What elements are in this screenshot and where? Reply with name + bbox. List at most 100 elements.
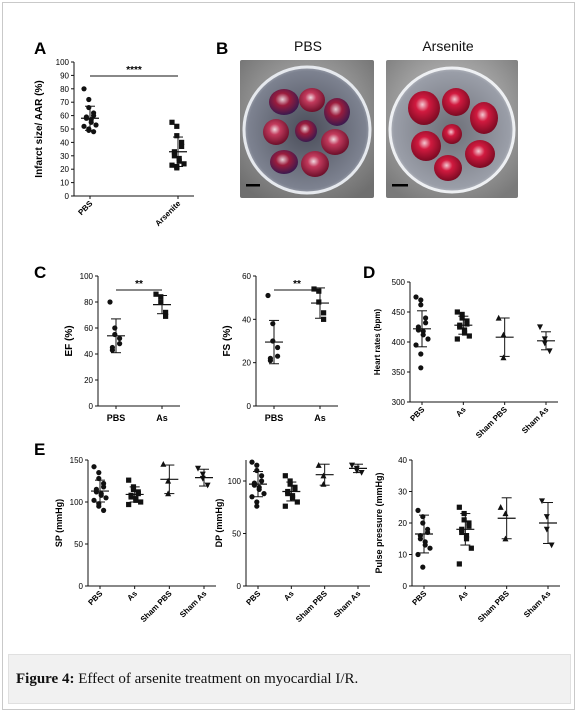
e-pp-data-point <box>459 529 465 536</box>
d-data-point <box>537 324 543 331</box>
d-y-tick-label: 300 <box>392 398 406 407</box>
e-sp-category-label: As <box>125 589 139 603</box>
e-sp-category-label: Sham As <box>178 589 209 620</box>
a-data-point <box>179 143 185 150</box>
e-sp-y-tick-label: 150 <box>70 456 84 465</box>
caption-label: Figure 4: <box>16 671 75 687</box>
e-pp-data-point <box>422 542 428 548</box>
c-ef-data-point <box>117 341 123 347</box>
c-fs-data-point <box>267 357 273 364</box>
e-dp-data-point <box>254 503 260 509</box>
e-pp-data-point <box>502 510 509 517</box>
a-data-point <box>181 161 187 167</box>
c-fs-data-point <box>311 286 317 292</box>
d-data-point <box>418 351 424 357</box>
c-ef-y-tick-label: 20 <box>84 376 93 385</box>
e-dp-category-label: PBS <box>244 589 262 607</box>
c-ef-data-point <box>109 347 115 353</box>
e-sp-category-label: Sham PBS <box>139 589 174 624</box>
c-ef-category-label: PBS <box>107 413 126 423</box>
c-ef-category-label: As <box>156 413 168 423</box>
e-dp-y-tick-label: 50 <box>232 530 241 539</box>
a-category-label: PBS <box>76 199 94 217</box>
d-data-point <box>500 331 507 338</box>
a-y-tick-label: 10 <box>60 179 69 188</box>
a-data-point <box>169 162 175 168</box>
e-sp-data-point <box>165 477 172 484</box>
c-ef-significance-label: ** <box>135 279 143 290</box>
e-dp-data-point <box>320 480 327 487</box>
c-ef-data-point <box>163 313 169 319</box>
e-sp-data-point <box>195 465 201 472</box>
e-dp-category-label: As <box>282 589 296 603</box>
e-sp-data-point <box>96 503 102 509</box>
e-pp-data-point <box>543 526 550 533</box>
c-ef-y-tick-label: 80 <box>84 298 93 307</box>
d-data-point <box>454 336 460 342</box>
e-sp-data-point <box>204 482 211 489</box>
e-pp-y-tick-label: 30 <box>398 488 407 497</box>
a-data-point <box>81 123 87 129</box>
d-y-tick-label: 500 <box>392 278 406 287</box>
d-data-point <box>461 327 468 333</box>
e-dp-category-label: Sham PBS <box>294 589 329 624</box>
e-pp-y-tick-label: 20 <box>398 519 407 528</box>
a-significance-label: **** <box>126 65 142 76</box>
d-data-point <box>425 336 431 342</box>
d-category-label: Sham As <box>520 405 551 436</box>
a-y-tick-label: 70 <box>60 98 69 107</box>
c-fs-data-point <box>321 310 327 316</box>
e-dp-data-point <box>259 473 265 479</box>
d-y-tick-label: 400 <box>392 338 406 347</box>
a-y-axis-label: Infarct size/ AAR (%) <box>34 80 45 177</box>
c-ef-y-tick-label: 0 <box>89 402 94 411</box>
e-sp-data-point <box>160 461 167 467</box>
a-y-tick-label: 20 <box>60 165 69 174</box>
c-fs-category-label: PBS <box>265 413 284 423</box>
a-data-point <box>174 123 180 129</box>
e-sp-data-point <box>126 477 132 483</box>
e-sp-data-point <box>91 464 97 470</box>
d-data-point <box>423 320 429 326</box>
c-ef-y-tick-label: 40 <box>84 350 93 359</box>
e-dp-data-point <box>349 462 355 469</box>
e-dp-data-point <box>320 472 327 479</box>
e-dp-data-point <box>251 482 257 488</box>
c-fs-y-tick-label: 40 <box>242 315 251 324</box>
d-data-point <box>459 315 465 321</box>
c-fs-category-label: As <box>314 413 326 423</box>
e-pp-data-point <box>461 517 467 523</box>
e-sp-data-point <box>96 470 102 476</box>
heart-photo-arsenite <box>386 60 518 198</box>
e-dp-y-tick-label: 100 <box>228 477 242 486</box>
heart-slices-arsenite-image <box>386 60 518 198</box>
e-pp-data-point <box>420 564 426 570</box>
a-data-point <box>171 153 177 159</box>
e-dp-data-point <box>254 467 260 474</box>
e-dp-data-point <box>315 462 322 468</box>
e-pp-data-point <box>466 520 472 526</box>
e-pp-data-point <box>497 504 504 510</box>
e-pp-y-tick-label: 0 <box>403 582 408 591</box>
d-data-point <box>415 327 421 333</box>
c-ef-data-point <box>163 309 169 315</box>
d-data-point <box>466 333 472 339</box>
chart-sp: 0 50 100 150 SP (mmHg) PBS As Sham PBS Sham As <box>54 456 216 624</box>
e-sp-category-label: PBS <box>86 589 104 607</box>
d-category-label: Sham PBS <box>474 405 509 440</box>
c-ef-y-tick-label: 60 <box>84 324 93 333</box>
d-data-point <box>413 342 419 348</box>
d-y-tick-label: 350 <box>392 368 406 377</box>
e-dp-data-point <box>287 481 293 487</box>
e-dp-data-point <box>282 473 288 479</box>
e-pp-data-point <box>420 520 426 526</box>
c-fs-y-tick-label: 20 <box>242 359 251 368</box>
c-ef-data-point <box>158 294 164 300</box>
a-y-tick-label: 30 <box>60 152 69 161</box>
e-pp-data-point <box>463 533 470 539</box>
d-data-point <box>495 314 502 321</box>
e-dp-y-tick-label: 0 <box>237 582 242 591</box>
e-sp-data-point <box>126 501 132 508</box>
d-data-point <box>457 324 463 330</box>
